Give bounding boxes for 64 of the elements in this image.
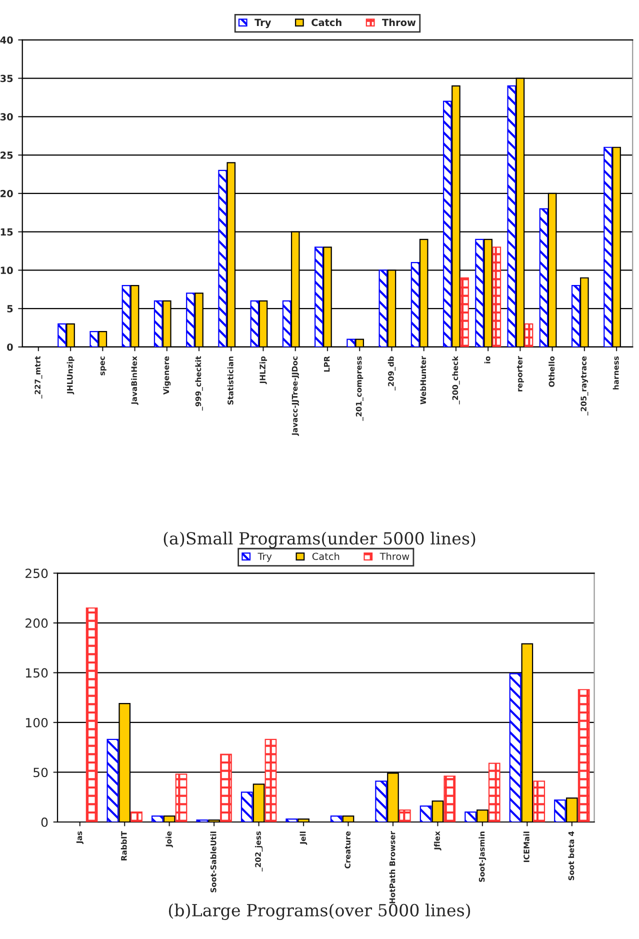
legend-label: Try bbox=[254, 18, 272, 28]
bar bbox=[539, 208, 548, 347]
y-tick-label: 20 bbox=[0, 190, 13, 198]
y-tick-label: 30 bbox=[0, 113, 13, 121]
bar bbox=[533, 780, 546, 822]
bar bbox=[442, 100, 452, 347]
bar bbox=[106, 738, 119, 822]
bar bbox=[58, 323, 66, 347]
text: (b)Large Programs(over 5000 lines) bbox=[168, 904, 470, 920]
bar bbox=[86, 607, 98, 822]
y-tick-label: 250 bbox=[26, 568, 48, 578]
legend-label: Try bbox=[258, 552, 272, 562]
bar bbox=[444, 776, 456, 822]
text: (a)Small Programs(under 5000 lines) bbox=[164, 532, 476, 548]
bar bbox=[524, 323, 534, 347]
y-tick-label: 25 bbox=[0, 152, 13, 159]
bar bbox=[464, 811, 476, 822]
bar bbox=[604, 146, 612, 347]
bar bbox=[130, 811, 142, 822]
bar bbox=[286, 818, 298, 822]
bar bbox=[375, 780, 387, 822]
bar bbox=[330, 815, 342, 822]
bar bbox=[264, 738, 277, 822]
y-tick-label: 10 bbox=[0, 266, 13, 274]
y-tick-label: 5 bbox=[7, 305, 13, 312]
legend-label: Catch bbox=[312, 552, 340, 560]
bar bbox=[554, 800, 566, 822]
bar bbox=[151, 815, 164, 822]
bar bbox=[492, 246, 502, 347]
bar bbox=[398, 810, 411, 822]
bar bbox=[250, 300, 260, 347]
y-tick-label: 200 bbox=[26, 618, 48, 628]
y-tick-label: 40 bbox=[0, 36, 13, 44]
bar bbox=[122, 284, 131, 347]
bar bbox=[571, 284, 580, 347]
bar bbox=[460, 277, 469, 347]
y-tick-label: 150 bbox=[26, 668, 48, 678]
bar bbox=[90, 331, 99, 347]
legend-label: Throw bbox=[380, 552, 410, 560]
bar bbox=[475, 238, 484, 347]
bar bbox=[578, 689, 590, 822]
legend-label: Throw bbox=[382, 18, 416, 26]
bar bbox=[314, 246, 324, 347]
bar bbox=[420, 806, 432, 822]
bar bbox=[240, 792, 253, 822]
bar bbox=[509, 673, 522, 822]
bar bbox=[378, 270, 388, 347]
y-tick-label: 0 bbox=[41, 817, 48, 827]
bar bbox=[186, 292, 195, 347]
legend-label: Catch bbox=[312, 18, 342, 26]
bar bbox=[282, 300, 292, 347]
bar bbox=[220, 754, 232, 822]
bar bbox=[218, 170, 227, 347]
bar bbox=[488, 762, 500, 822]
bar bbox=[175, 774, 188, 822]
y-tick-label: 50 bbox=[34, 768, 48, 778]
bar bbox=[507, 85, 516, 347]
y-tick-label: 15 bbox=[0, 228, 13, 236]
bar bbox=[154, 300, 163, 347]
y-tick-label: 0 bbox=[7, 343, 13, 351]
bar bbox=[410, 262, 420, 347]
y-tick-label: 35 bbox=[0, 74, 13, 82]
y-tick-label: 100 bbox=[26, 718, 48, 728]
bar bbox=[346, 338, 356, 347]
